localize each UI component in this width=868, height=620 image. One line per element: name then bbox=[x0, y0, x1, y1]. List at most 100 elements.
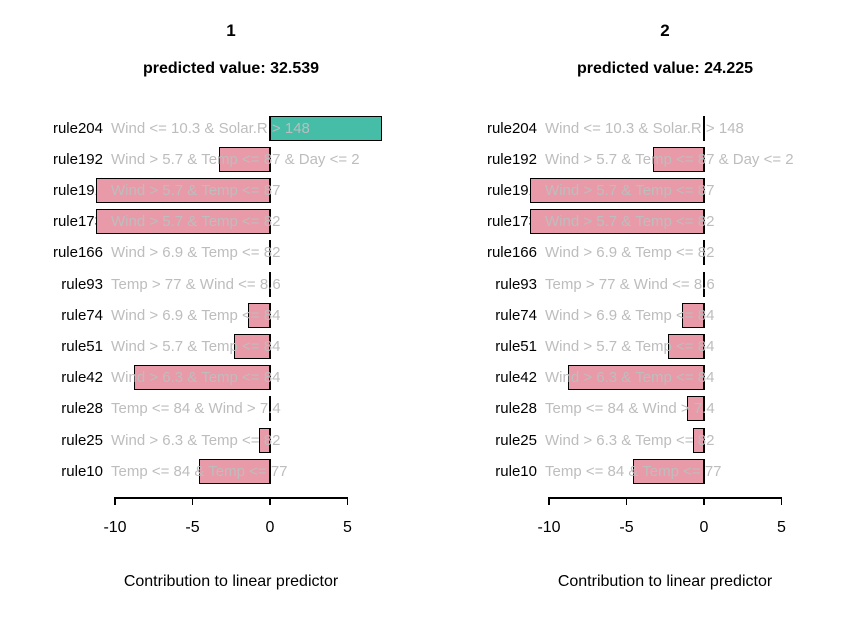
contribution-bar bbox=[133, 365, 270, 391]
x-tick-label: -5 bbox=[619, 519, 634, 536]
rule-description: Wind > 6.9 & Temp <= 82 bbox=[111, 244, 281, 262]
rule-label: rule28 bbox=[495, 400, 537, 418]
rule-description: Temp > 77 & Wind <= 8.6 bbox=[111, 275, 281, 293]
rule-label: rule25 bbox=[495, 431, 537, 449]
x-tick-label: 5 bbox=[777, 519, 786, 536]
zero-line bbox=[703, 209, 705, 235]
rule-label: rule10 bbox=[61, 462, 103, 480]
x-axis-title: Contribution to linear predictor bbox=[123, 573, 339, 590]
contribution-bar bbox=[632, 458, 704, 484]
contribution-bar bbox=[530, 209, 704, 235]
rule-label: rule166 bbox=[52, 244, 103, 262]
zero-line bbox=[703, 271, 705, 297]
zero-line bbox=[703, 396, 705, 422]
zero-line bbox=[703, 146, 705, 172]
zero-line bbox=[703, 333, 705, 359]
rule-description: Wind > 5.7 & Temp <= 87 bbox=[111, 181, 281, 199]
contribution-bar bbox=[234, 333, 270, 359]
rule-description: Wind > 5.7 & Temp <= 87 & Day <= 2 bbox=[111, 150, 360, 168]
x-axis-tick bbox=[191, 497, 194, 505]
rule-description: Wind > 5.7 & Temp <= 84 bbox=[111, 337, 281, 355]
rule-label: rule192 bbox=[52, 150, 103, 168]
rule-label: rule166 bbox=[486, 244, 537, 262]
x-tick-label: 0 bbox=[265, 519, 275, 536]
contribution-bar bbox=[259, 427, 270, 453]
zero-line bbox=[269, 209, 271, 235]
rule-label: rule173 bbox=[52, 213, 103, 231]
rule-label: rule191 bbox=[52, 181, 103, 199]
zero-line bbox=[703, 177, 705, 203]
rule-label: rule93 bbox=[495, 275, 537, 293]
rule-label: rule74 bbox=[61, 306, 103, 324]
contribution-bar bbox=[682, 302, 704, 328]
x-tick-label: 5 bbox=[343, 519, 352, 536]
rule-description: Temp <= 84 & Wind > 7.4 bbox=[545, 400, 715, 418]
rule-description: Temp <= 84 & Temp <= 77 bbox=[111, 462, 288, 480]
rule-description: Wind > 6.3 & Temp <= 82 bbox=[111, 431, 281, 449]
x-tick-label: 0 bbox=[699, 519, 709, 536]
zero-line bbox=[703, 302, 705, 328]
zero-line bbox=[269, 146, 271, 172]
rule-label: rule192 bbox=[486, 150, 537, 168]
x-axis-tick bbox=[269, 497, 271, 505]
rule-description: Wind > 5.7 & Temp <= 84 bbox=[545, 337, 715, 355]
contribution-bar bbox=[567, 365, 704, 391]
rule-description: Wind > 5.7 & Temp <= 82 bbox=[545, 213, 715, 231]
rule-label: rule93 bbox=[61, 275, 103, 293]
predicted-value: predicted value: 24.225 bbox=[576, 60, 754, 77]
rule-description: Wind > 6.3 & Temp <= 84 bbox=[545, 369, 715, 387]
zero-line bbox=[703, 427, 705, 453]
contribution-bar bbox=[652, 146, 704, 172]
zero-line bbox=[703, 365, 705, 391]
bars-area: rule204 Wind <= 10.3 & Solar.R > 148 rule1… bbox=[52, 115, 382, 484]
zero-line bbox=[703, 458, 705, 484]
zero-line bbox=[269, 458, 271, 484]
bars-area: rule204 Wind <= 10.3 & Solar.R > 148 rule1… bbox=[434, 0, 868, 620]
rule-label: rule51 bbox=[495, 337, 537, 355]
zero-line bbox=[269, 177, 271, 203]
x-axis-tick bbox=[346, 497, 349, 505]
rule-description: Temp <= 84 & Temp <= 77 bbox=[545, 462, 722, 480]
zero-line bbox=[269, 365, 271, 391]
rule-description: Wind > 6.9 & Temp <= 82 bbox=[545, 244, 715, 262]
rule-description: Wind > 6.9 & Temp <= 84 bbox=[111, 306, 281, 324]
predicted-value: predicted value: 32.539 bbox=[142, 60, 320, 77]
rule-label: rule25 bbox=[61, 431, 103, 449]
contribution-bar bbox=[96, 209, 270, 235]
panel-title: 2 bbox=[660, 21, 670, 40]
x-axis-tick bbox=[114, 497, 116, 505]
rule-label: rule74 bbox=[495, 306, 537, 324]
rule-description: Wind <= 10.3 & Solar.R > 148 bbox=[111, 119, 310, 137]
zero-line bbox=[269, 333, 271, 359]
contribution-bar bbox=[686, 396, 704, 422]
zero-line bbox=[269, 396, 271, 422]
zero-line bbox=[703, 115, 705, 141]
x-axis-title: Contribution to linear predictor bbox=[557, 573, 773, 590]
rule-label: rule173 bbox=[486, 213, 537, 231]
rule-description: Wind > 6.9 & Temp <= 84 bbox=[545, 306, 715, 324]
contribution-bar bbox=[270, 115, 382, 141]
x-tick-label: -10 bbox=[103, 519, 127, 536]
rule-description: Wind <= 10.3 & Solar.R > 148 bbox=[545, 119, 744, 137]
rule-label: rule10 bbox=[495, 462, 537, 480]
contribution-bar bbox=[248, 302, 270, 328]
x-tick-label: -10 bbox=[537, 519, 561, 536]
zero-line bbox=[269, 302, 271, 328]
rule-label: rule204 bbox=[486, 119, 537, 137]
rule-description: Wind > 6.3 & Temp <= 82 bbox=[545, 431, 715, 449]
rule-description: Wind > 5.7 & Temp <= 87 & Day <= 2 bbox=[545, 150, 794, 168]
x-axis-tick bbox=[625, 497, 628, 505]
x-tick-label: -5 bbox=[185, 519, 200, 536]
rule-description: Wind > 5.7 & Temp <= 87 bbox=[545, 181, 715, 199]
rule-label: rule204 bbox=[52, 119, 103, 137]
zero-line bbox=[703, 240, 705, 266]
zero-line bbox=[269, 240, 271, 266]
rule-description: Wind > 6.3 & Temp <= 84 bbox=[111, 369, 281, 387]
rule-label: rule28 bbox=[61, 400, 103, 418]
rule-label: rule51 bbox=[61, 337, 103, 355]
rule-description: Temp <= 84 & Wind > 7.4 bbox=[111, 400, 281, 418]
x-axis-line bbox=[549, 497, 782, 499]
contribution-bar bbox=[530, 177, 704, 203]
rule-label: rule42 bbox=[495, 369, 537, 387]
